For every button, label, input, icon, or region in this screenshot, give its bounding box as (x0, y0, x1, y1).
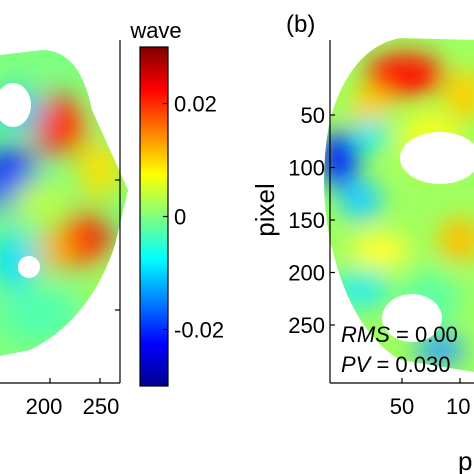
colorbar-tick-label: -0.02 (174, 318, 224, 343)
panel-b-ytick-label: 200 (288, 261, 325, 286)
panel-b-xtick-label: 50 (390, 394, 414, 419)
rms-annotation: RMS = 0.00 (341, 322, 458, 347)
panel-b-ytick-label: 50 (301, 103, 325, 128)
rms-symbol: RMS (341, 322, 390, 347)
panel-b-ytick-label: 150 (288, 208, 325, 233)
colorbar-label: wave (129, 18, 181, 43)
panel-a-hole-bottom (18, 256, 40, 278)
colorbar-tick-label: 0.02 (174, 92, 217, 117)
rms-value: = 0.00 (390, 322, 458, 347)
panel-b-label: (b) (286, 11, 315, 38)
panel-b-hole-bottom (382, 294, 442, 342)
pv-value: = 0.030 (370, 352, 450, 377)
panel-b-xtick-label: 10 (446, 394, 470, 419)
colorbar: wave 0.02 0 -0.02 (129, 18, 224, 387)
pv-annotation: PV = 0.030 (341, 352, 451, 377)
panel-b-hole-center (400, 132, 474, 184)
panel-a-xtick-label: 250 (83, 394, 120, 419)
panel-a-axes (0, 40, 121, 384)
panel-b-ytick-label: 100 (288, 156, 325, 181)
pv-symbol: PV (341, 352, 373, 377)
colorbar-tick-label: 0 (174, 205, 186, 230)
panel-b-yticks: 50 100 150 200 250 (288, 103, 335, 338)
panel-a-xtick-label: 200 (26, 394, 63, 419)
panel-b-xlabel: p (458, 446, 472, 474)
panel-b-axes (329, 40, 474, 384)
panel-b-ytick-label: 250 (288, 313, 325, 338)
panel-b-ylabel: pixel (250, 183, 280, 236)
colorbar-ticks: 0.02 0 -0.02 (163, 92, 224, 343)
panel-a-hole-top (0, 83, 31, 127)
